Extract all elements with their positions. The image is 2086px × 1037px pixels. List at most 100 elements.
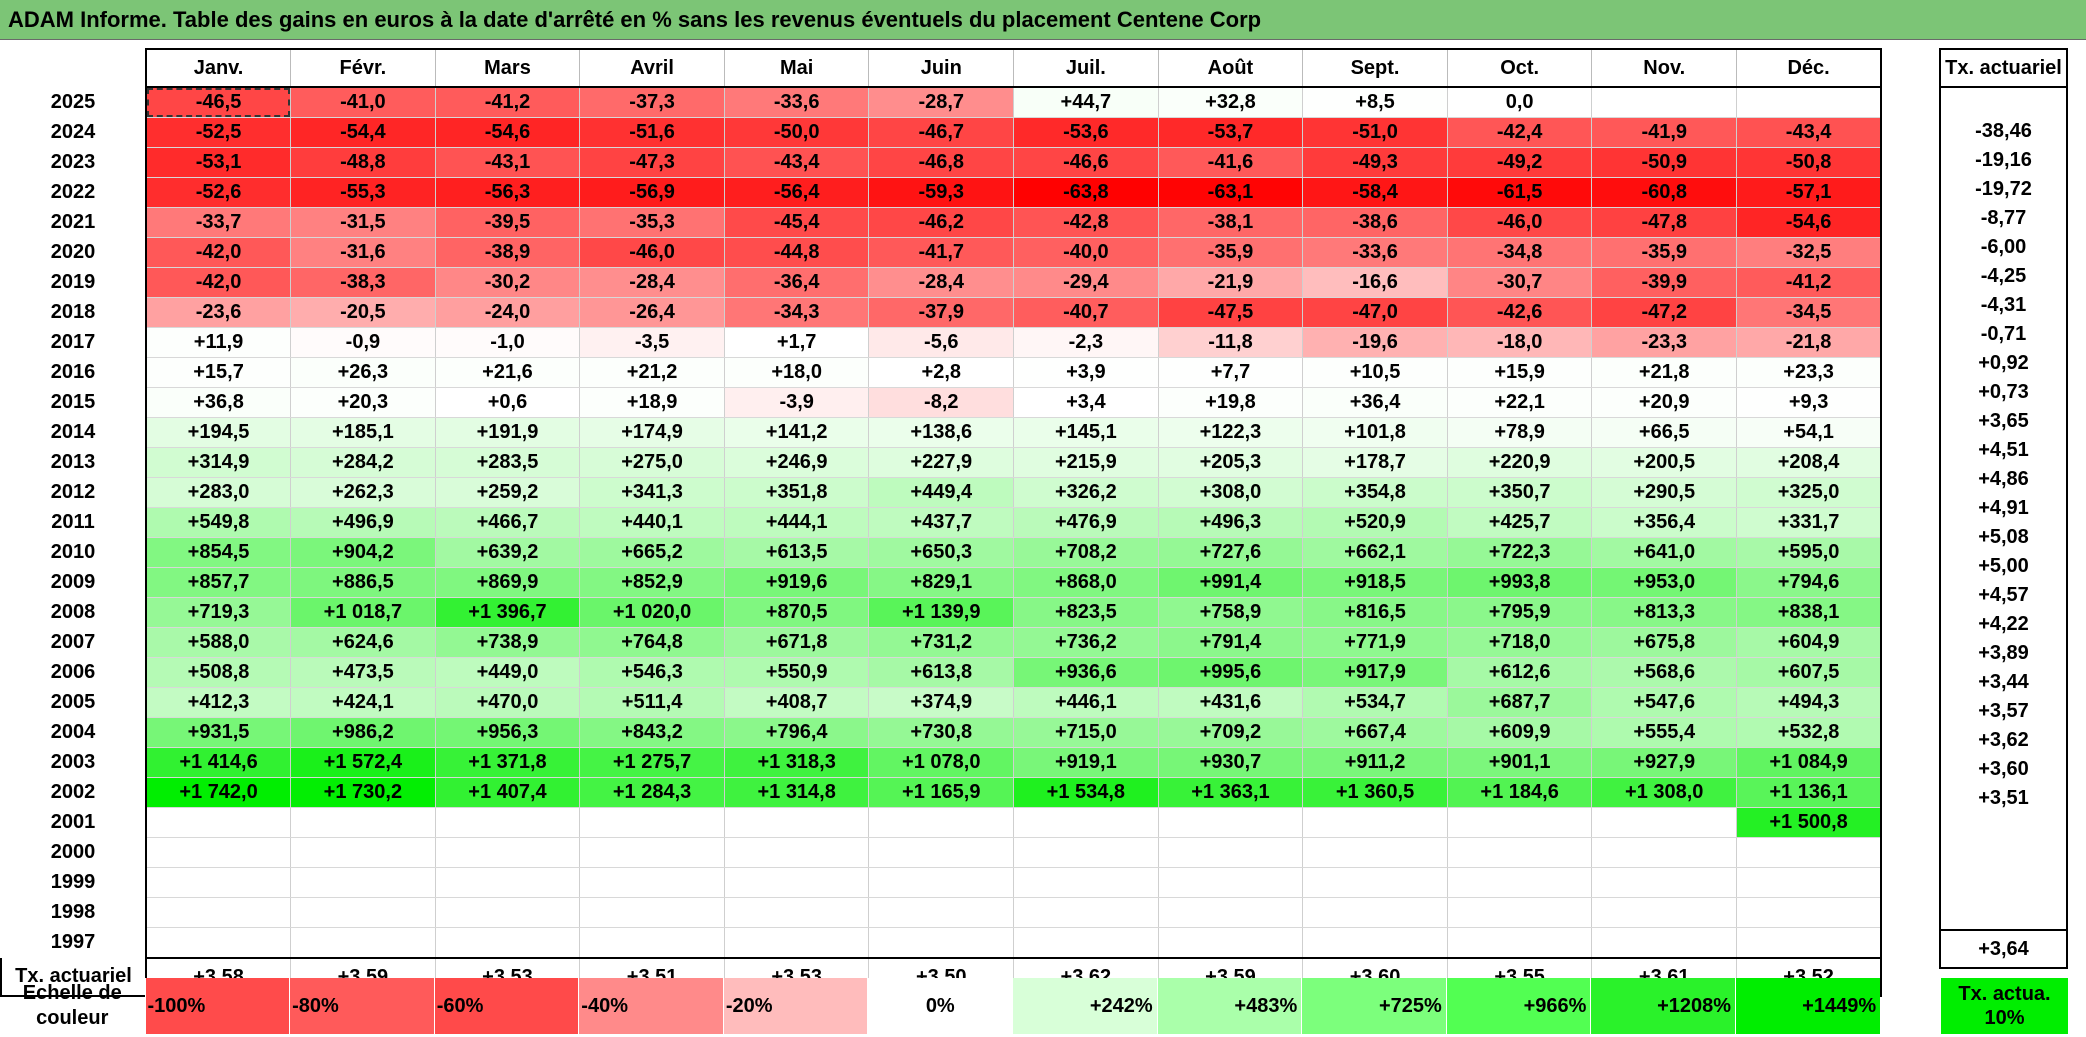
- gain-cell[interactable]: -37,9: [868, 297, 1014, 328]
- gain-cell[interactable]: +220,9: [1446, 447, 1592, 478]
- gain-cell[interactable]: [1591, 897, 1737, 928]
- gain-cell[interactable]: -34,8: [1446, 237, 1592, 268]
- gain-cell[interactable]: [1013, 807, 1159, 838]
- gain-cell[interactable]: [1157, 867, 1303, 898]
- gain-cell[interactable]: +194,5: [145, 417, 291, 448]
- gain-cell[interactable]: +11,9: [145, 327, 291, 358]
- gain-cell[interactable]: -47,0: [1302, 297, 1448, 328]
- gain-cell[interactable]: -57,1: [1736, 177, 1883, 208]
- gain-cell[interactable]: [1736, 87, 1883, 118]
- actuarial-rate-cell[interactable]: -19,72: [1939, 175, 2068, 204]
- gain-cell[interactable]: -39,9: [1591, 267, 1737, 298]
- gain-cell[interactable]: -8,2: [868, 387, 1014, 418]
- gain-cell[interactable]: +956,3: [434, 717, 580, 748]
- gain-cell[interactable]: +10,5: [1302, 357, 1448, 388]
- gain-cell[interactable]: +21,8: [1591, 357, 1737, 388]
- actuarial-rate-cell[interactable]: +4,57: [1939, 581, 2068, 610]
- gain-cell[interactable]: -63,8: [1013, 177, 1159, 208]
- gain-cell[interactable]: [1157, 897, 1303, 928]
- gain-cell[interactable]: [1157, 807, 1303, 838]
- gain-cell[interactable]: -21,9: [1157, 267, 1303, 298]
- gain-cell[interactable]: +283,0: [145, 477, 291, 508]
- gain-cell[interactable]: +1 371,8: [434, 747, 580, 778]
- gain-cell[interactable]: -23,6: [145, 297, 291, 328]
- gain-cell[interactable]: +8,5: [1302, 87, 1448, 118]
- gain-cell[interactable]: +662,1: [1302, 537, 1448, 568]
- gain-cell[interactable]: +1 139,9: [868, 597, 1014, 628]
- gain-cell[interactable]: [1302, 807, 1448, 838]
- gain-cell[interactable]: +331,7: [1736, 507, 1883, 538]
- gain-cell[interactable]: -47,8: [1591, 207, 1737, 238]
- gain-cell[interactable]: [1013, 897, 1159, 928]
- gain-cell[interactable]: -46,8: [868, 147, 1014, 178]
- gain-cell[interactable]: [434, 837, 580, 868]
- gain-cell[interactable]: +466,7: [434, 507, 580, 538]
- gain-cell[interactable]: +275,0: [579, 447, 725, 478]
- gain-cell[interactable]: +284,2: [290, 447, 436, 478]
- gain-cell[interactable]: +36,8: [145, 387, 291, 418]
- gain-cell[interactable]: [1302, 897, 1448, 928]
- gain-cell[interactable]: +350,7: [1446, 477, 1592, 508]
- gain-cell[interactable]: +476,9: [1013, 507, 1159, 538]
- gain-cell[interactable]: [579, 897, 725, 928]
- actuarial-rate-cell[interactable]: +5,08: [1939, 523, 2068, 552]
- gain-cell[interactable]: -33,6: [723, 87, 869, 118]
- gain-cell[interactable]: +687,7: [1446, 687, 1592, 718]
- gain-cell[interactable]: +904,2: [290, 537, 436, 568]
- gain-cell[interactable]: -32,5: [1736, 237, 1883, 268]
- gain-cell[interactable]: +607,5: [1736, 657, 1883, 688]
- gain-cell[interactable]: +612,6: [1446, 657, 1592, 688]
- gain-cell[interactable]: [1446, 837, 1592, 868]
- gain-cell[interactable]: [1446, 807, 1592, 838]
- gain-cell[interactable]: -46,0: [579, 237, 725, 268]
- gain-cell[interactable]: -34,3: [723, 297, 869, 328]
- gain-cell[interactable]: +722,3: [1446, 537, 1592, 568]
- gain-cell[interactable]: +609,9: [1446, 717, 1592, 748]
- gain-cell[interactable]: -26,4: [579, 297, 725, 328]
- gain-cell[interactable]: -47,5: [1157, 297, 1303, 328]
- gain-cell[interactable]: +986,2: [290, 717, 436, 748]
- gain-cell[interactable]: -28,4: [579, 267, 725, 298]
- gain-cell[interactable]: -51,6: [579, 117, 725, 148]
- gain-cell[interactable]: +446,1: [1013, 687, 1159, 718]
- gain-cell[interactable]: [723, 837, 869, 868]
- gain-cell[interactable]: +731,2: [868, 627, 1014, 658]
- gain-cell[interactable]: -39,5: [434, 207, 580, 238]
- gain-cell[interactable]: +927,9: [1591, 747, 1737, 778]
- gain-cell[interactable]: -42,6: [1446, 297, 1592, 328]
- gain-cell[interactable]: -56,3: [434, 177, 580, 208]
- gain-cell[interactable]: -3,9: [723, 387, 869, 418]
- gain-cell[interactable]: [579, 927, 725, 959]
- gain-cell[interactable]: [145, 807, 291, 838]
- gain-cell[interactable]: +709,2: [1157, 717, 1303, 748]
- gain-cell[interactable]: +200,5: [1591, 447, 1737, 478]
- gain-cell[interactable]: [145, 927, 291, 959]
- gain-cell[interactable]: [434, 867, 580, 898]
- gain-cell[interactable]: +1 534,8: [1013, 777, 1159, 808]
- gain-cell[interactable]: +901,1: [1446, 747, 1592, 778]
- gain-cell[interactable]: -37,3: [579, 87, 725, 118]
- gain-cell[interactable]: +141,2: [723, 417, 869, 448]
- gain-cell[interactable]: +494,3: [1736, 687, 1883, 718]
- gain-cell[interactable]: +795,9: [1446, 597, 1592, 628]
- gain-cell[interactable]: -50,9: [1591, 147, 1737, 178]
- gain-cell[interactable]: +473,5: [290, 657, 436, 688]
- gain-cell[interactable]: +1 314,8: [723, 777, 869, 808]
- gain-cell[interactable]: +54,1: [1736, 417, 1883, 448]
- gain-cell[interactable]: -0,9: [290, 327, 436, 358]
- gain-cell[interactable]: +18,0: [723, 357, 869, 388]
- gain-cell[interactable]: +613,8: [868, 657, 1014, 688]
- actuarial-rate-cell[interactable]: [1939, 87, 2068, 117]
- gain-cell[interactable]: +588,0: [145, 627, 291, 658]
- gain-cell[interactable]: [579, 867, 725, 898]
- actuarial-rate-cell[interactable]: -8,77: [1939, 204, 2068, 233]
- gain-cell[interactable]: [868, 897, 1014, 928]
- gain-cell[interactable]: -24,0: [434, 297, 580, 328]
- gain-cell[interactable]: [145, 897, 291, 928]
- actuarial-rate-cell[interactable]: -19,16: [1939, 146, 2068, 175]
- gain-cell[interactable]: -35,9: [1591, 237, 1737, 268]
- gain-cell[interactable]: -30,7: [1446, 267, 1592, 298]
- gain-cell[interactable]: [1591, 807, 1737, 838]
- gain-cell[interactable]: +995,6: [1157, 657, 1303, 688]
- gain-cell[interactable]: +354,8: [1302, 477, 1448, 508]
